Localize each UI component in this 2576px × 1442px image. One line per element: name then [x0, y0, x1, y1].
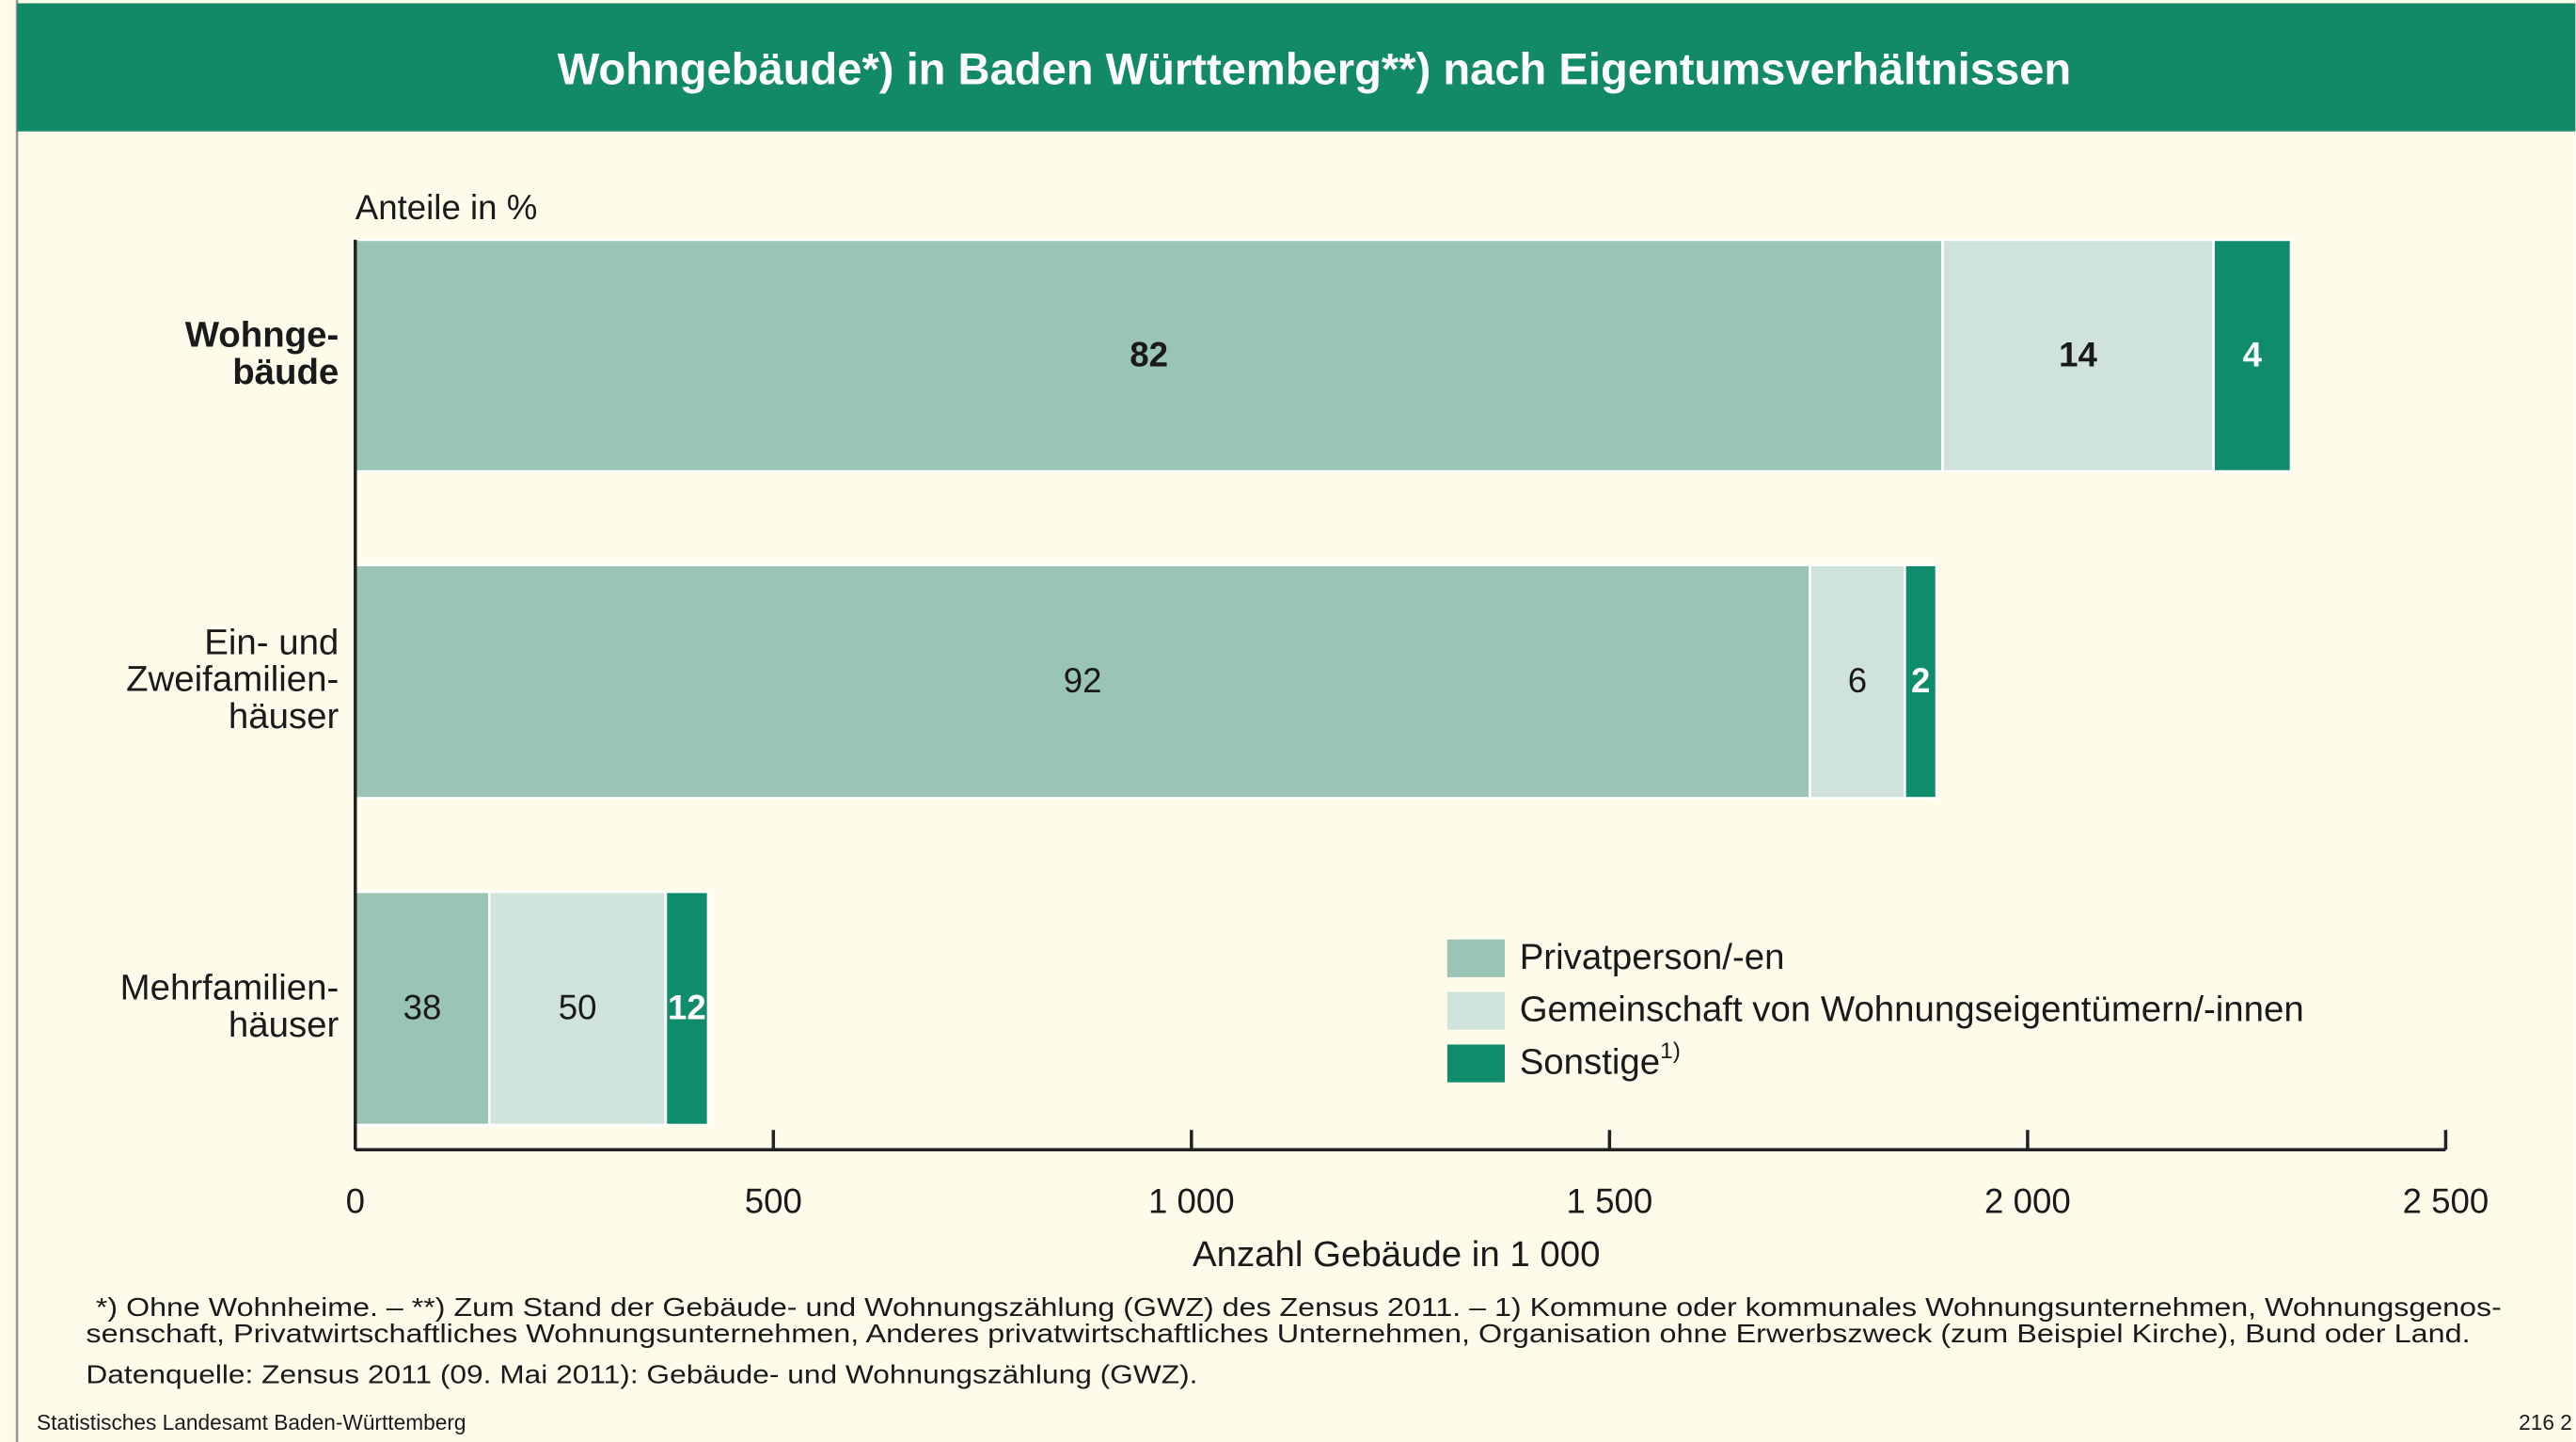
unit-label: Anteile in % — [356, 188, 538, 227]
y-tick-label: häuser — [229, 1005, 340, 1045]
footnote: senschaft, Privatwirtschaftliches Wohnun… — [86, 1319, 2470, 1348]
legend-note: 1) — [1660, 1039, 1681, 1065]
x-tick-label: 0 — [346, 1182, 365, 1221]
y-tick-label: Ein- und — [204, 622, 339, 662]
x-tick-label: 2 000 — [1984, 1182, 2071, 1221]
bar-segment — [354, 563, 1811, 800]
header — [17, 3, 2576, 132]
chart-title: Wohngebäude*) in Baden Württemberg**) na… — [558, 43, 2071, 93]
data-label: 82 — [1130, 335, 1168, 373]
data-label: 14 — [2059, 335, 2097, 373]
data-label: 38 — [403, 988, 442, 1026]
x-tick-label: 1 000 — [1148, 1182, 1235, 1221]
footnote: *) Ohne Wohnheime. – **) Zum Stand der G… — [96, 1292, 2502, 1322]
x-axis-label: Anzahl Gebäude in 1 000 — [1193, 1234, 1600, 1275]
legend-label: Privatperson/-en — [1520, 937, 1785, 977]
y-tick-label: Mehrfamilien- — [120, 968, 340, 1008]
x-tick-label: 500 — [745, 1182, 802, 1221]
bar-segment — [2212, 238, 2293, 473]
data-label: 92 — [1064, 661, 1102, 700]
figure-id: 216 2 — [2519, 1410, 2572, 1434]
legend-swatch — [1446, 1044, 1505, 1083]
legend-swatch — [1446, 991, 1505, 1030]
source: Datenquelle: Zensus 2011 (09. Mai 2011):… — [86, 1360, 1197, 1389]
data-label: 12 — [668, 988, 706, 1026]
y-tick-label: Wohnge- — [185, 315, 340, 356]
x-tick-label: 1 500 — [1567, 1182, 1653, 1221]
legend-label: Sonstige1) — [1520, 1039, 1681, 1083]
bar-segment — [1904, 563, 1938, 800]
publisher: Statistisches Landesamt Baden-Württember… — [37, 1410, 466, 1434]
legend-swatch — [1446, 939, 1505, 977]
y-tick-label: Zweifamilien- — [126, 659, 339, 700]
legend-label: Gemeinschaft von Wohnungseigentümern/-in… — [1520, 990, 2304, 1030]
bar-segment — [1809, 563, 1906, 800]
y-tick-label: häuser — [229, 696, 340, 737]
x-tick-label: 2 500 — [2403, 1182, 2489, 1221]
data-label: 50 — [559, 988, 597, 1026]
data-label: 6 — [1848, 661, 1867, 700]
bar-segment — [1941, 238, 2215, 473]
bar-segment — [354, 238, 1944, 473]
bar-segment — [664, 890, 710, 1127]
data-label: 2 — [1911, 661, 1930, 700]
y-tick-label: bäude — [232, 352, 339, 392]
data-label: 4 — [2243, 335, 2263, 373]
